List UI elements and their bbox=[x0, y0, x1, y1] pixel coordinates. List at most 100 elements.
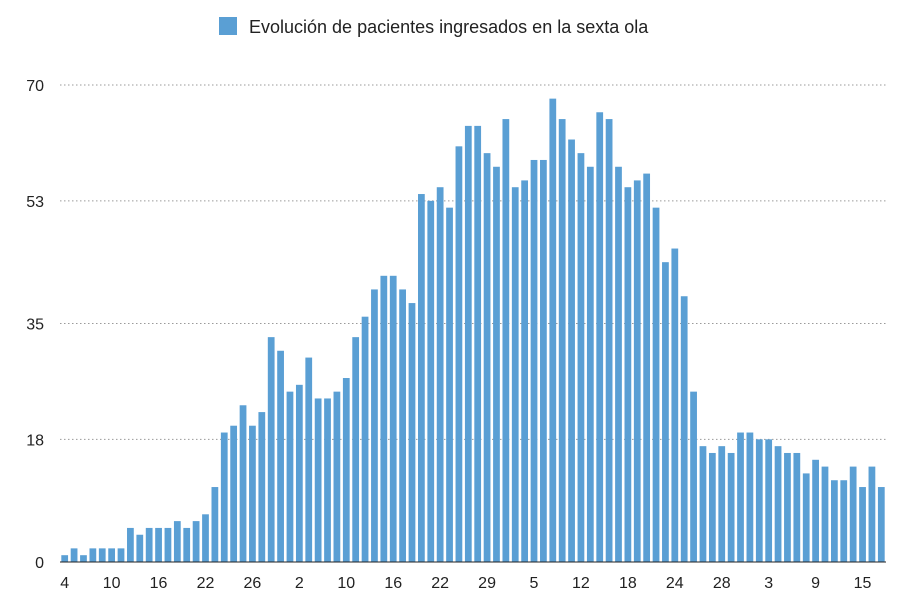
bar bbox=[577, 153, 585, 562]
x-tick-label: 5 bbox=[530, 575, 539, 592]
bar bbox=[840, 480, 848, 562]
bar bbox=[549, 98, 557, 562]
y-tick-label: 18 bbox=[26, 432, 44, 449]
bar bbox=[464, 125, 472, 562]
x-tick-label: 18 bbox=[619, 575, 637, 592]
bar bbox=[643, 173, 651, 562]
bar bbox=[483, 153, 491, 562]
bar bbox=[774, 446, 782, 562]
y-tick-label: 35 bbox=[26, 317, 44, 334]
bar bbox=[173, 521, 181, 562]
bar bbox=[615, 166, 622, 562]
bar bbox=[708, 452, 716, 562]
y-tick-label: 53 bbox=[26, 194, 44, 211]
bar bbox=[671, 248, 679, 563]
x-tick-label: 10 bbox=[337, 575, 355, 592]
legend-label: Evolución de pacientes ingresados en la … bbox=[249, 17, 649, 37]
x-tick-label: 2 bbox=[295, 575, 304, 592]
bar bbox=[127, 527, 134, 562]
bar bbox=[821, 466, 829, 562]
x-tick-label: 9 bbox=[811, 575, 820, 592]
bar bbox=[145, 527, 153, 562]
bar bbox=[361, 316, 369, 562]
bar bbox=[784, 452, 791, 562]
gridlines bbox=[60, 84, 886, 440]
bar bbox=[868, 466, 876, 562]
y-tick-label: 70 bbox=[26, 78, 44, 95]
bar bbox=[849, 466, 857, 562]
bars bbox=[61, 98, 885, 563]
bar bbox=[239, 405, 247, 562]
bar bbox=[502, 119, 510, 562]
bar bbox=[540, 159, 547, 562]
bar bbox=[680, 296, 688, 562]
bar bbox=[586, 166, 594, 562]
bar bbox=[662, 262, 669, 562]
bar bbox=[155, 527, 162, 562]
bar bbox=[89, 548, 97, 562]
bar bbox=[408, 303, 416, 562]
bar bbox=[493, 166, 500, 562]
x-tick-label: 16 bbox=[384, 575, 402, 592]
bar bbox=[164, 527, 172, 562]
bar bbox=[737, 432, 744, 562]
x-tick-label: 3 bbox=[764, 575, 773, 592]
bar bbox=[521, 180, 529, 562]
bar bbox=[202, 514, 209, 562]
bar bbox=[61, 555, 69, 562]
bar bbox=[192, 521, 200, 562]
legend-swatch bbox=[219, 17, 237, 35]
bar bbox=[286, 391, 294, 562]
bar bbox=[277, 350, 284, 562]
x-tick-label: 15 bbox=[854, 575, 872, 592]
bar bbox=[831, 480, 838, 562]
bar bbox=[389, 275, 397, 562]
x-tick-label: 4 bbox=[60, 575, 69, 592]
bar bbox=[352, 337, 360, 562]
x-axis-ticks: 4101622262101622295121824283915212539 bbox=[60, 575, 872, 592]
bar bbox=[793, 452, 801, 562]
bar bbox=[427, 200, 435, 562]
bar bbox=[183, 527, 191, 562]
bar bbox=[70, 548, 78, 562]
bar bbox=[267, 337, 275, 562]
bar bbox=[211, 487, 219, 562]
bar bbox=[98, 548, 106, 562]
bar bbox=[652, 207, 660, 562]
bar bbox=[80, 555, 87, 562]
bar bbox=[117, 548, 125, 562]
bar bbox=[249, 425, 256, 562]
bar bbox=[596, 112, 604, 562]
x-tick-label: 24 bbox=[666, 575, 684, 592]
bar bbox=[558, 119, 566, 562]
bar bbox=[230, 425, 238, 562]
bar bbox=[568, 139, 575, 562]
bar bbox=[812, 459, 819, 562]
bar bbox=[258, 412, 266, 562]
bar bbox=[324, 398, 331, 562]
legend: Evolución de pacientes ingresados en la … bbox=[219, 17, 649, 37]
bar bbox=[633, 180, 641, 562]
bar bbox=[305, 357, 313, 562]
bar bbox=[399, 289, 406, 562]
y-axis-ticks: 0 18 35 53 70 bbox=[26, 78, 44, 572]
bar bbox=[624, 187, 632, 562]
bar bbox=[877, 487, 885, 562]
bar bbox=[108, 548, 116, 562]
x-tick-label: 29 bbox=[478, 575, 496, 592]
x-tick-label: 12 bbox=[572, 575, 590, 592]
bar bbox=[380, 275, 388, 562]
x-tick-label: 22 bbox=[431, 575, 449, 592]
bar bbox=[136, 534, 144, 562]
bar bbox=[859, 487, 866, 562]
bar bbox=[802, 473, 810, 562]
x-tick-label: 22 bbox=[197, 575, 215, 592]
bar bbox=[530, 159, 538, 562]
x-tick-label: 26 bbox=[244, 575, 262, 592]
bar bbox=[511, 187, 519, 562]
bar bbox=[333, 391, 341, 562]
bar bbox=[474, 125, 482, 562]
bar bbox=[446, 207, 453, 562]
x-tick-label: 10 bbox=[103, 575, 121, 592]
